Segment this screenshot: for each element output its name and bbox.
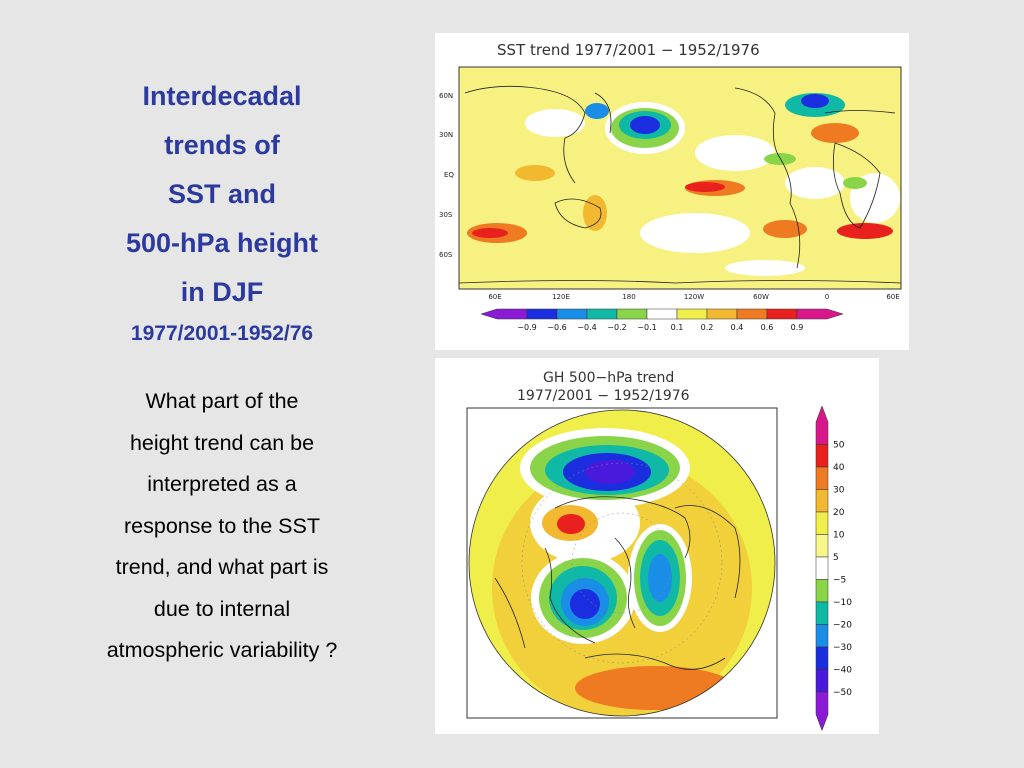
- gh-map-svg: GH 500−hPa trend 1977/2001 − 1952/1976: [466, 370, 852, 732]
- title-line: 500-hPa height: [125, 228, 319, 258]
- sst-map-svg: SST trend 1977/2001 − 1952/1976: [439, 41, 902, 332]
- colorbar-label: −10: [833, 598, 852, 608]
- colorbar-segment: [815, 624, 829, 648]
- colorbar-segment: [815, 579, 829, 603]
- colorbar-label: −0.1: [637, 323, 656, 332]
- lat-label: 30N: [439, 131, 453, 139]
- colorbar-segment: [815, 489, 829, 513]
- colorbar-segment: [676, 308, 708, 320]
- lon-label: 120W: [684, 293, 704, 301]
- colorbar-label: −20: [833, 621, 852, 631]
- colorbar-segment: [556, 308, 588, 320]
- colorbar-label: −0.4: [577, 323, 596, 332]
- gh-map-subtitle: 1977/2001 − 1952/1976: [517, 388, 690, 404]
- colorbar-segment: [706, 308, 738, 320]
- colorbar-segment: [815, 601, 829, 625]
- lon-label: 60E: [488, 293, 501, 301]
- question-line: response to the SST: [124, 513, 320, 538]
- colorbar-segment: [815, 466, 829, 490]
- colorbar-segment: [815, 444, 829, 468]
- sst-lat-labels: 60N 30N EQ 30S 60S: [439, 92, 454, 259]
- colorbar-label: −30: [833, 643, 852, 653]
- lon-label: 120E: [552, 293, 570, 301]
- lon-label: 0: [825, 293, 829, 301]
- colorbar-segment: [815, 511, 829, 535]
- question-line: What part of the: [145, 389, 299, 413]
- colorbar-label: −0.2: [607, 323, 626, 332]
- colorbar-segment: [736, 308, 768, 320]
- question-line: height trend can be: [129, 430, 315, 455]
- colorbar-label: −5: [833, 576, 846, 586]
- gh-map-graticule: [521, 462, 723, 664]
- sst-map-title: SST trend 1977/2001 − 1952/1976: [497, 41, 760, 59]
- sst-map-coastlines: [458, 85, 902, 284]
- sst-colorbar: −0.9 −0.6 −0.4 −0.2 −0.1 0.1 0.2 0.4 0.6 0.9: [480, 308, 844, 332]
- colorbar-label: 0.1: [671, 323, 684, 332]
- colorbar-label: 0.9: [791, 323, 804, 332]
- colorbar-label: 30: [833, 486, 845, 496]
- period-label: 1977/2001-1952/76: [130, 322, 314, 345]
- lon-label: 60W: [753, 293, 769, 301]
- colorbar-label: 40: [833, 463, 845, 473]
- title-line: in DJF: [180, 277, 264, 307]
- question-line: due to internal: [153, 596, 291, 621]
- colorbar-label: −0.6: [547, 323, 566, 332]
- colorbar-segment: [646, 308, 678, 320]
- title-line: SST and: [167, 179, 276, 209]
- colorbar-segment: [815, 646, 829, 670]
- lon-label: 180: [622, 293, 635, 301]
- question-line: trend, and what part is: [115, 555, 329, 579]
- colorbar-segment: [815, 405, 829, 445]
- colorbar-label: 0.4: [731, 323, 744, 332]
- colorbar-segment: [766, 308, 798, 320]
- colorbar-label: −40: [833, 666, 852, 676]
- slide-text: Interdecadal trends of SST and 500-hPa h…: [48, 72, 396, 672]
- colorbar-label: 0.6: [761, 323, 774, 332]
- gh-map-coastlines: [494, 496, 741, 670]
- colorbar-segment: [815, 691, 829, 732]
- lon-label: 60E: [886, 293, 899, 301]
- lat-label: 60S: [439, 251, 453, 259]
- colorbar-label: 5: [833, 553, 839, 563]
- lat-label: 60N: [439, 92, 453, 100]
- sst-map-frame: [458, 66, 902, 290]
- colorbar-segment: [815, 556, 829, 580]
- sst-trend-map: SST trend 1977/2001 − 1952/1976: [435, 33, 909, 350]
- colorbar-label: 20: [833, 508, 845, 518]
- lat-label: EQ: [444, 171, 454, 179]
- gh-map-boundary: [468, 409, 776, 717]
- colorbar-segment: [616, 308, 648, 320]
- colorbar-label: −0.9: [517, 323, 536, 332]
- gh500-trend-map: GH 500−hPa trend 1977/2001 − 1952/1976: [435, 358, 879, 734]
- title-line: Interdecadal: [142, 81, 302, 111]
- sst-map-field: [459, 67, 901, 289]
- sst-lon-labels: 60E 120E 180 120W 60W 0 60E: [488, 293, 899, 301]
- colorbar-label: 0.2: [701, 323, 714, 332]
- colorbar-segment: [815, 534, 829, 558]
- colorbar-segment: [480, 308, 528, 320]
- colorbar-label: 50: [833, 441, 845, 451]
- gh-map-title: GH 500−hPa trend: [543, 370, 674, 386]
- question-line: atmospheric variability ?: [106, 638, 338, 662]
- colorbar-label: −50: [833, 688, 852, 698]
- colorbar-label: 10: [833, 531, 845, 541]
- colorbar-segment: [796, 308, 844, 320]
- question-line: interpreted as a: [147, 472, 297, 496]
- colorbar-segment: [586, 308, 618, 320]
- colorbar-segment: [815, 669, 829, 693]
- colorbar-segment: [526, 308, 558, 320]
- gh-colorbar: 50 40 30 20 10 5 −5 −10 −20 −30 −40 −50: [815, 405, 852, 732]
- title-line: trends of: [164, 130, 280, 160]
- lat-label: 30S: [439, 211, 453, 219]
